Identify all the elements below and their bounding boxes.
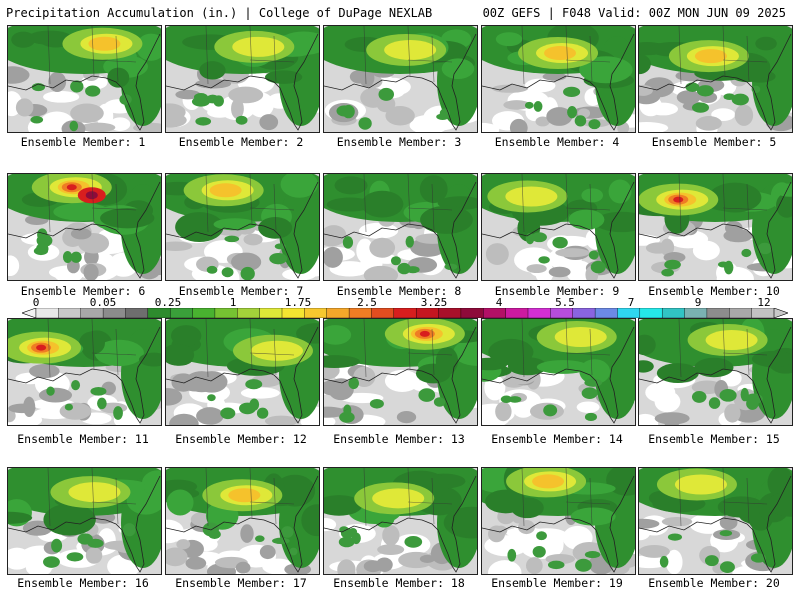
colorbar-swatch — [572, 308, 596, 318]
ensemble-member-map — [481, 318, 636, 426]
colorbar-tick-label: 1.75 — [284, 296, 312, 309]
colorbar-swatch — [438, 308, 462, 318]
ensemble-member-label: Ensemble Member: 5 — [651, 135, 777, 149]
colorbar-swatch — [505, 308, 529, 318]
colorbar-swatch — [58, 308, 82, 318]
ensemble-member-label: Ensemble Member: 16 — [17, 576, 149, 590]
ensemble-member-label: Ensemble Member: 12 — [175, 432, 307, 446]
ensemble-member-map — [165, 318, 320, 426]
colorbar-tick-label: 7 — [627, 296, 635, 309]
ensemble-member-label: Ensemble Member: 4 — [494, 135, 620, 149]
ensemble-member-map — [638, 467, 793, 575]
colorbar-swatch — [326, 308, 350, 318]
ensemble-member-label: Ensemble Member: 15 — [648, 432, 780, 446]
colorbar-swatch — [192, 308, 216, 318]
ensemble-member-map — [481, 173, 636, 281]
ensemble-member-label: Ensemble Member: 20 — [648, 576, 780, 590]
ensemble-member-label: Ensemble Member: 8 — [336, 284, 462, 298]
ensemble-member-map — [165, 173, 320, 281]
precip-colorbar — [22, 308, 788, 318]
ensemble-member-map — [638, 173, 793, 281]
colorbar-tick-label: 0 — [32, 296, 40, 309]
ensemble-member-label: Ensemble Member: 13 — [333, 432, 465, 446]
ensemble-member-label: Ensemble Member: 19 — [491, 576, 623, 590]
ensemble-member-label: Ensemble Member: 9 — [494, 284, 620, 298]
colorbar-tick-label: 5.5 — [555, 296, 575, 309]
colorbar-tick-label: 0.25 — [154, 296, 182, 309]
colorbar-swatch — [729, 308, 753, 318]
ensemble-member-label: Ensemble Member: 2 — [178, 135, 304, 149]
ensemble-member-map — [165, 25, 320, 133]
ensemble-member-label: Ensemble Member: 18 — [333, 576, 465, 590]
ensemble-member-label: Ensemble Member: 14 — [491, 432, 623, 446]
colorbar-swatch — [415, 308, 440, 318]
ensemble-member-map — [7, 467, 162, 575]
ensemble-member-map — [7, 173, 162, 281]
colorbar-swatch — [147, 308, 171, 318]
colorbar-swatch — [393, 308, 417, 318]
ensemble-member-map — [323, 173, 478, 281]
map-title: Precipitation Accumulation (in.) | Colle… — [6, 6, 433, 20]
colorbar-swatch — [304, 308, 328, 318]
colorbar-swatch — [550, 308, 574, 318]
colorbar-tick-label: 9 — [694, 296, 702, 309]
ensemble-member-map — [638, 25, 793, 133]
colorbar-swatch — [169, 308, 194, 318]
colorbar-swatch — [460, 308, 484, 318]
colorbar-swatch — [80, 308, 104, 318]
ensemble-member-map — [481, 467, 636, 575]
colorbar-swatch — [259, 308, 283, 318]
ensemble-member-label: Ensemble Member: 11 — [17, 432, 149, 446]
colorbar-swatch — [125, 308, 149, 318]
model-run-info: 00Z GEFS | F048 Valid: 00Z MON JUN 09 20… — [482, 6, 786, 20]
ensemble-member-map — [638, 318, 793, 426]
ensemble-member-label: Ensemble Member: 3 — [336, 135, 462, 149]
colorbar-swatch — [214, 308, 238, 318]
ensemble-member-map — [323, 25, 478, 133]
colorbar-tick-label: 1 — [229, 296, 237, 309]
colorbar-swatch — [661, 308, 686, 318]
ensemble-member-map — [323, 318, 478, 426]
colorbar-tick-label: 12 — [757, 296, 771, 309]
colorbar-tick-label: 2.5 — [357, 296, 377, 309]
colorbar-swatch — [527, 308, 551, 318]
ensemble-member-map — [7, 318, 162, 426]
colorbar-swatch — [371, 308, 395, 318]
ensemble-member-label: Ensemble Member: 6 — [20, 284, 146, 298]
ensemble-member-map — [323, 467, 478, 575]
colorbar-tick-label: 0.05 — [89, 296, 117, 309]
colorbar-swatch — [35, 308, 59, 318]
ensemble-member-map — [7, 25, 162, 133]
colorbar-swatch — [639, 308, 663, 318]
ensemble-member-map — [481, 25, 636, 133]
ensemble-member-label: Ensemble Member: 17 — [175, 576, 307, 590]
colorbar-swatch — [751, 308, 775, 318]
colorbar-swatch — [706, 308, 730, 318]
colorbar-swatch — [237, 308, 261, 318]
colorbar-tick-label: 4 — [495, 296, 503, 309]
ensemble-member-label: Ensemble Member: 1 — [20, 135, 146, 149]
colorbar-swatch — [483, 308, 507, 318]
colorbar-swatch — [594, 308, 618, 318]
colorbar-swatch — [102, 308, 126, 318]
colorbar-swatch — [617, 308, 641, 318]
colorbar-swatch — [281, 308, 305, 318]
ensemble-member-label: Ensemble Member: 7 — [178, 284, 304, 298]
ensemble-member-map — [165, 467, 320, 575]
ensemble-member-label: Ensemble Member: 10 — [648, 284, 780, 298]
colorbar-swatch — [684, 308, 708, 318]
colorbar-swatch — [348, 308, 372, 318]
colorbar-tick-label: 3.25 — [420, 296, 448, 309]
